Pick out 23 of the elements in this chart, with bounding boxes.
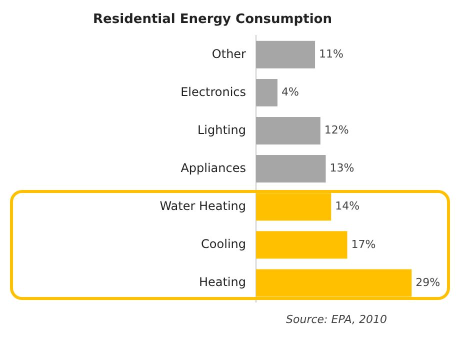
data-label: 11% — [319, 47, 344, 60]
y-tick-label: Water Heating — [160, 198, 246, 213]
y-tick-label: Cooling — [201, 237, 246, 252]
bar — [256, 231, 348, 259]
y-tick-label: Other — [212, 46, 246, 61]
y-tick-label: Heating — [198, 275, 246, 290]
bar — [256, 193, 332, 221]
bar — [256, 155, 326, 183]
bar — [256, 78, 278, 106]
source-note: Source: EPA, 2010 — [286, 312, 387, 326]
data-label: 4% — [281, 86, 299, 99]
data-label: 14% — [335, 200, 360, 213]
y-tick-label: Electronics — [180, 84, 246, 99]
data-label: 29% — [416, 276, 440, 289]
chart-title: Residential Energy Consumption — [93, 12, 332, 28]
bar — [256, 269, 412, 297]
y-tick-label: Lighting — [197, 122, 246, 137]
data-label: 17% — [351, 238, 376, 251]
y-tick-label: Appliances — [180, 160, 246, 175]
bar — [256, 116, 320, 144]
data-label: 13% — [330, 162, 354, 175]
bar — [256, 40, 316, 68]
data-label: 12% — [324, 124, 349, 137]
